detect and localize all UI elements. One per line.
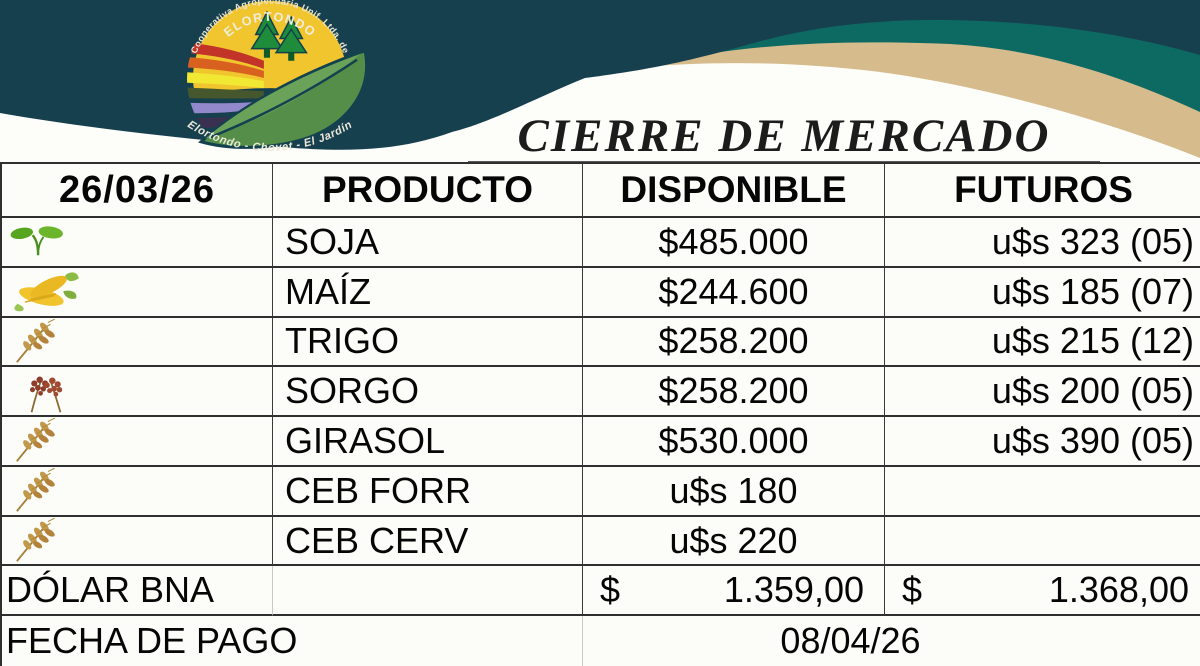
cooperative-logo: Cooperativa Agropecuaria Unif. Ltda. de … [185,0,368,154]
disponible-cell: u$s 180 [583,466,885,517]
product-cell: SORGO [273,367,583,418]
dolar-bna-label-cell: DÓLAR BNA [2,566,273,617]
header-wave-tan [612,30,1200,158]
product-cell: CEB FORR [273,466,583,517]
futuros-cell: u$s 390 (05) [885,417,1200,467]
row-icon-cell [2,367,273,418]
fecha-de-pago-label-cell: FECHA DE PAGO [2,616,583,666]
product-cell: TRIGO [273,317,583,368]
price-table: 26/03/26 PRODUCTO DISPONIBLE FUTUROS SOJ… [0,162,1200,666]
disponible-cell: u$s 220 [583,516,885,567]
dolar-bna-futuros-cell: $ 1.368,00 [885,566,1200,617]
disponible-cell: $258.200 [583,317,885,368]
product-cell: CEB CERV [273,516,583,567]
wheat-icon [10,318,60,364]
dolar-disponible-value: 1.359,00 [723,569,864,611]
row-icon-cell [2,516,273,567]
seedling-icon [10,225,68,258]
dolar-bna-empty-cell [273,566,583,617]
leaf-icon [198,48,368,149]
wheat-icon [10,468,60,513]
product-cell: SOJA [273,218,583,268]
row-icon-cell [2,417,273,467]
futuros-cell: u$s 323 (05) [885,218,1200,268]
product-cell: GIRASOL [273,417,583,467]
disponible-cell: $530.000 [583,417,885,467]
row-icon-cell [2,466,273,517]
dolar-futuros-value: 1.368,00 [1048,569,1189,611]
sorghum-icon [10,369,82,414]
futuros-cell [885,517,1200,567]
corn-icon [10,271,80,313]
fecha-de-pago-value-cell: 08/04/26 [780,620,921,662]
futuros-cell: u$s 185 (07) [885,268,1200,318]
date-header-cell: 26/03/26 [2,164,273,218]
row-icon-cell [2,267,273,318]
futuros-cell: u$s 200 (05) [885,367,1200,418]
disponible-cell: $258.200 [583,367,885,418]
pine-trees-icon [250,10,308,61]
wheat-icon [10,418,60,463]
futuros-cell: u$s 215 (12) [885,318,1200,368]
dolar-bna-disponible-cell: $ 1.359,00 [583,566,885,617]
row-icon-cell [2,218,273,268]
producto-header-cell: PRODUCTO [273,164,583,218]
disponible-cell: $244.600 [583,267,885,318]
page-title: CIERRE DE MERCADO [468,113,1100,164]
disponible-header-cell: DISPONIBLE [583,164,885,218]
row-icon-cell [2,317,273,368]
currency-symbol: $ [600,569,621,611]
futuros-header-cell: FUTUROS [885,164,1200,218]
header-wave-teal [655,15,1200,112]
currency-symbol: $ [902,569,923,611]
wheat-icon [10,518,60,563]
disponible-cell: $485.000 [583,218,885,268]
product-cell: MAÍZ [273,267,583,318]
futuros-cell [885,467,1200,517]
